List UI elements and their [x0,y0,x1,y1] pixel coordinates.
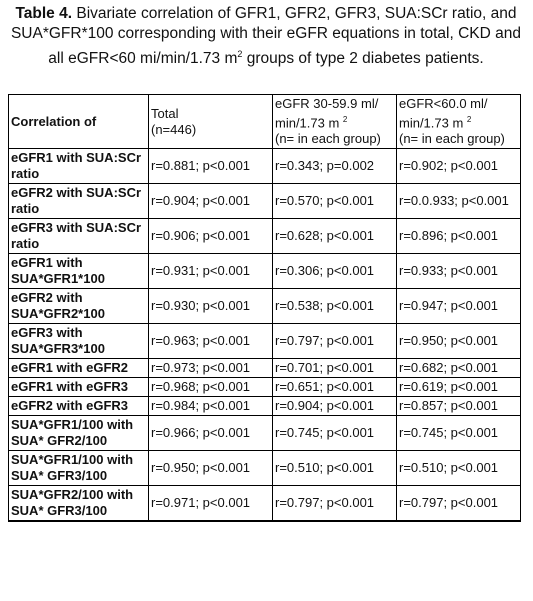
table-cell: r=0.931; p<0.001 [148,253,273,290]
row-label: eGFR2 with SUA*GFR2*100 [8,288,149,325]
table-cell: r=0.906; p<0.001 [148,218,273,255]
caption-label: Table 4. [15,5,73,22]
table-row: eGFR2 with SUA*GFR2*100 r=0.930; p<0.001 r… [8,288,521,325]
header-text: (n= in each group) [275,131,381,147]
table-cell: r=0.619; p<0.001 [396,377,521,398]
header-text: min/1.73 m [399,115,467,131]
table-cell: r=0.984; p<0.001 [148,396,273,417]
table-cell: r=0.510; p<0.001 [272,450,397,487]
table-cell: r=0.306; p<0.001 [272,253,397,290]
row-label: SUA*GFR1/100 with SUA* GFR3/100 [8,450,149,487]
table-row: eGFR1 with eGFR2 r=0.973; p<0.001 r=0.701;… [8,358,521,379]
table-row: SUA*GFR1/100 with SUA* GFR2/100 r=0.966; … [8,415,521,452]
header-sup: 2 [466,115,472,124]
header-text: eGFR 30-59.9 ml/ [275,96,379,111]
table-cell: r=0.904; p<0.001 [148,183,273,220]
table-row: eGFR2 with SUA:SCr ratio r=0.904; p<0.001… [8,183,521,220]
table-row: SUA*GFR2/100 with SUA* GFR3/100 r=0.971; … [8,485,521,522]
row-label: eGFR1 with eGFR2 [8,358,149,379]
table-cell: r=0.904; p<0.001 [272,396,397,417]
table-cell: r=0.797; p<0.001 [272,485,397,522]
table-row: eGFR1 with eGFR3 r=0.968; p<0.001 r=0.651;… [8,377,521,398]
row-label: SUA*GFR1/100 with SUA* GFR2/100 [8,415,149,452]
table-cell: r=0.930; p<0.001 [148,288,273,325]
table-cell: r=0.902; p<0.001 [396,148,521,185]
row-label: SUA*GFR2/100 with SUA* GFR3/100 [8,485,149,522]
header-text: (n=446) [151,121,197,137]
row-label: eGFR2 with eGFR3 [8,396,149,417]
table-cell: r=0.682; p<0.001 [396,358,521,379]
header-text: eGFR<60.0 ml/ [399,96,488,111]
table-row: eGFR3 with SUA*GFR3*100 r=0.963; p<0.001 r… [8,323,521,360]
table-cell: r=0.971; p<0.001 [148,485,273,522]
table-cell: r=0.933; p<0.001 [396,253,521,290]
table-cell: r=0.701; p<0.001 [272,358,397,379]
table-cell: r=0.857; p<0.001 [396,396,521,417]
caption: Table 4. Bivariate correlation of GFR1, … [8,4,524,69]
table-cell: r=0.0.933; p<0.001 [396,183,521,220]
table-row: eGFR1 with SUA*GFR1*100 r=0.931; p<0.001 r… [8,253,521,290]
table-cell: r=0.343; p=0.002 [272,148,397,185]
row-label: eGFR3 with SUA*GFR3*100 [8,323,149,360]
table-body: eGFR1 with SUA:SCr ratio r=0.881; p<0.001… [8,148,521,522]
table-cell: r=0.797; p<0.001 [396,485,521,522]
table-cell: r=0.570; p<0.001 [272,183,397,220]
table-cell: r=0.628; p<0.001 [272,218,397,255]
table-row: eGFR2 with eGFR3 r=0.984; p<0.001 r=0.904;… [8,396,521,417]
table: Correlation of Total (n=446) eGFR 30-59.9 m… [8,93,521,522]
row-label: eGFR1 with SUA*GFR1*100 [8,253,149,290]
table-cell: r=0.947; p<0.001 [396,288,521,325]
row-label: eGFR2 with SUA:SCr ratio [8,183,149,220]
table-cell: r=0.896; p<0.001 [396,218,521,255]
table-cell: r=0.966; p<0.001 [148,415,273,452]
table-cell: r=0.968; p<0.001 [148,377,273,398]
header-text: (n= in each group) [399,131,505,147]
header-cell: eGFR 30-59.9 ml/min/1.73 m 2 (n= in each … [272,93,397,150]
header-cell: eGFR<60.0 ml/min/1.73 m 2 (n= in each gro… [396,93,521,150]
caption-text: groups of type 2 diabetes patients. [242,50,484,68]
table-cell: r=0.538; p<0.001 [272,288,397,325]
header-text: min/1.73 m [275,115,343,131]
header-cell: Correlation of [8,93,149,150]
caption-sup: 2 [237,49,243,59]
table-cell: r=0.797; p<0.001 [272,323,397,360]
header-text: Correlation of [11,113,97,129]
table-row: eGFR1 with SUA:SCr ratio r=0.881; p<0.001… [8,148,521,185]
caption-text: Bivariate correlation of GFR1, GFR2, GFR… [10,5,522,68]
table-cell: r=0.745; p<0.001 [272,415,397,452]
table-cell: r=0.745; p<0.001 [396,415,521,452]
table-row: eGFR3 with SUA:SCr ratio r=0.906; p<0.001… [8,218,521,255]
table-cell: r=0.881; p<0.001 [148,148,273,185]
header-sup: 2 [342,115,348,124]
table-cell: r=0.963; p<0.001 [148,323,273,360]
table-cell: r=0.950; p<0.001 [396,323,521,360]
table-cell: r=0.950; p<0.001 [148,450,273,487]
table-cell: r=0.510; p<0.001 [396,450,521,487]
table-cell: r=0.973; p<0.001 [148,358,273,379]
row-label: eGFR1 with SUA:SCr ratio [8,148,149,185]
table-cell: r=0.651; p<0.001 [272,377,397,398]
row-label: eGFR1 with eGFR3 [8,377,149,398]
row-label: eGFR3 with SUA:SCr ratio [8,218,149,255]
header-text: Total [151,105,179,121]
header-row: Correlation of Total (n=446) eGFR 30-59.9 m… [8,93,521,150]
table-row: SUA*GFR1/100 with SUA* GFR3/100 r=0.950; … [8,450,521,487]
header-cell: Total (n=446) [148,93,273,150]
